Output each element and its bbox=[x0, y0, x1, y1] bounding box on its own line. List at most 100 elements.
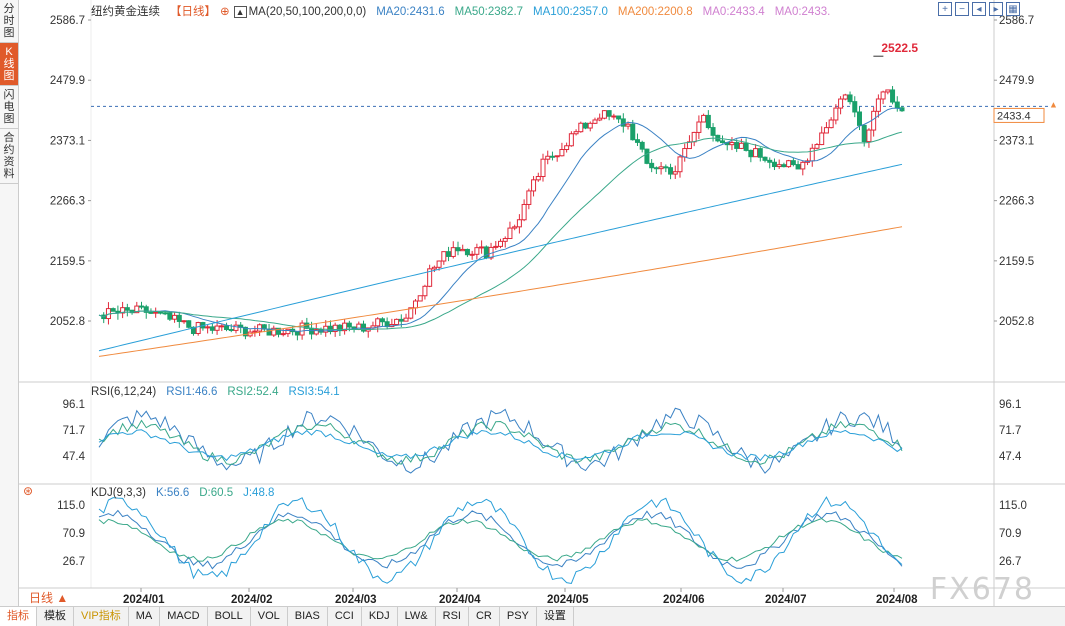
candle-body bbox=[214, 325, 220, 331]
candle-body bbox=[134, 305, 140, 314]
side-tabs: 分时图 K线图 闪电图 合约资料 bbox=[0, 0, 19, 606]
tab-macd[interactable]: MACD bbox=[160, 607, 208, 626]
tab-templates[interactable]: 模板 bbox=[37, 607, 74, 626]
period-select[interactable]: 日线 ▲ bbox=[19, 590, 69, 606]
plus-icon[interactable]: + bbox=[938, 2, 952, 16]
candle-body bbox=[634, 139, 640, 143]
candle-body bbox=[483, 246, 489, 259]
rsi-tick-right: 47.4 bbox=[999, 451, 1022, 463]
candle-body bbox=[394, 318, 400, 326]
tab-psy[interactable]: PSY bbox=[500, 607, 537, 626]
candle-body bbox=[786, 160, 792, 168]
side-tab-intraday[interactable]: 分时图 bbox=[0, 0, 18, 43]
left-icon[interactable]: ◂ bbox=[972, 2, 986, 16]
side-tab-contract[interactable]: 合约资料 bbox=[0, 129, 18, 184]
candle-body bbox=[597, 117, 603, 121]
candle-body bbox=[653, 167, 659, 170]
candle-body bbox=[880, 91, 886, 100]
candle-body bbox=[871, 110, 877, 131]
candle-body bbox=[479, 246, 485, 249]
tab-cci[interactable]: CCI bbox=[328, 607, 362, 626]
candle-body bbox=[110, 308, 116, 312]
rsi-tick-left: 96.1 bbox=[63, 399, 85, 411]
ma100-line bbox=[98, 163, 903, 352]
crosshair-icon[interactable]: ⊛ bbox=[23, 484, 34, 498]
side-tab-flash[interactable]: 闪电图 bbox=[0, 86, 18, 129]
rsi2-value: RSI2:52.4 bbox=[227, 386, 279, 398]
candle-body bbox=[148, 311, 154, 314]
candle-body bbox=[205, 326, 211, 329]
tab-indicators[interactable]: 指标 bbox=[0, 607, 37, 626]
tab-kdj[interactable]: KDJ bbox=[362, 607, 398, 626]
candle-body bbox=[696, 121, 702, 133]
rsi-tick-right: 96.1 bbox=[999, 399, 1021, 411]
tab-settings[interactable]: 设置 bbox=[537, 607, 574, 626]
candle-body bbox=[668, 167, 674, 175]
side-tab-kline[interactable]: K线图 bbox=[0, 43, 18, 86]
rsi-label: RSI(6,12,24) bbox=[91, 386, 157, 398]
ma-icon[interactable]: ▲ bbox=[233, 6, 247, 18]
candle-body bbox=[748, 149, 754, 158]
price-tick-right: 2586.7 bbox=[999, 15, 1034, 27]
tab-lw[interactable]: LW& bbox=[398, 607, 436, 626]
candle-body bbox=[809, 147, 815, 162]
candle-body bbox=[280, 333, 286, 336]
d-line bbox=[98, 518, 903, 562]
candle-body bbox=[502, 238, 508, 242]
current-price-arrow: ▲ bbox=[1049, 99, 1058, 109]
candle-body bbox=[294, 331, 300, 336]
candle-body bbox=[894, 101, 900, 109]
rsi3-line bbox=[98, 429, 903, 462]
candle-body bbox=[644, 148, 650, 164]
candle-body bbox=[512, 226, 518, 229]
candle-body bbox=[852, 101, 858, 113]
price-tick-left: 2052.8 bbox=[50, 316, 85, 328]
candle-body bbox=[521, 203, 527, 221]
j-value: J:48.8 bbox=[243, 487, 275, 499]
candle-body bbox=[450, 247, 456, 257]
x-tick-label: 2024/01 bbox=[123, 594, 165, 606]
candle-body bbox=[790, 160, 796, 166]
candle-body bbox=[606, 110, 612, 117]
candle-body bbox=[833, 107, 839, 121]
minus-icon[interactable]: − bbox=[955, 2, 969, 16]
tab-boll[interactable]: BOLL bbox=[208, 607, 251, 626]
candle-body bbox=[583, 122, 589, 129]
candle-body bbox=[228, 329, 234, 332]
grid-icon[interactable]: ▦ bbox=[1006, 2, 1020, 16]
candle-body bbox=[611, 115, 617, 118]
price-tick-right: 2159.5 bbox=[999, 256, 1034, 268]
candle-body bbox=[242, 326, 248, 337]
period-tag: 【日线】 bbox=[170, 6, 216, 18]
candle-body bbox=[856, 111, 862, 126]
rsi-tick-right: 71.7 bbox=[999, 425, 1021, 437]
candle-body bbox=[337, 324, 343, 332]
candle-body bbox=[186, 320, 192, 328]
candle-body bbox=[890, 89, 896, 103]
x-tick-label: 2024/02 bbox=[231, 594, 273, 606]
d-value: D:60.5 bbox=[199, 487, 234, 499]
candle-body bbox=[219, 325, 225, 328]
price-tick-right: 2373.1 bbox=[999, 135, 1034, 147]
settings-icon[interactable]: ⊕ bbox=[220, 6, 230, 18]
right-icon[interactable]: ▸ bbox=[989, 2, 1003, 16]
tab-cr[interactable]: CR bbox=[469, 607, 500, 626]
tab-vip[interactable]: VIP指标 bbox=[74, 607, 129, 626]
candle-body bbox=[620, 118, 626, 127]
candle-body bbox=[682, 148, 688, 158]
tab-vol[interactable]: VOL bbox=[251, 607, 288, 626]
chart-area: 2586.7 2586.7 2479.9 2479.9 2373.1 2373.1 2266… bbox=[19, 0, 1065, 606]
candle-body bbox=[403, 317, 409, 322]
candle-body bbox=[578, 122, 584, 133]
tab-bias[interactable]: BIAS bbox=[288, 607, 328, 626]
candle-body bbox=[531, 179, 537, 192]
candle-body bbox=[474, 247, 480, 255]
ma200-value: MA200:2200.8 bbox=[617, 6, 693, 18]
candle-body bbox=[309, 327, 315, 335]
tab-ma[interactable]: MA bbox=[129, 607, 161, 626]
price-tick-right: 2479.9 bbox=[999, 75, 1034, 87]
candle-body bbox=[601, 110, 607, 119]
candle-body bbox=[299, 322, 305, 336]
ma50-line bbox=[98, 131, 903, 331]
tab-rsi[interactable]: RSI bbox=[436, 607, 469, 626]
